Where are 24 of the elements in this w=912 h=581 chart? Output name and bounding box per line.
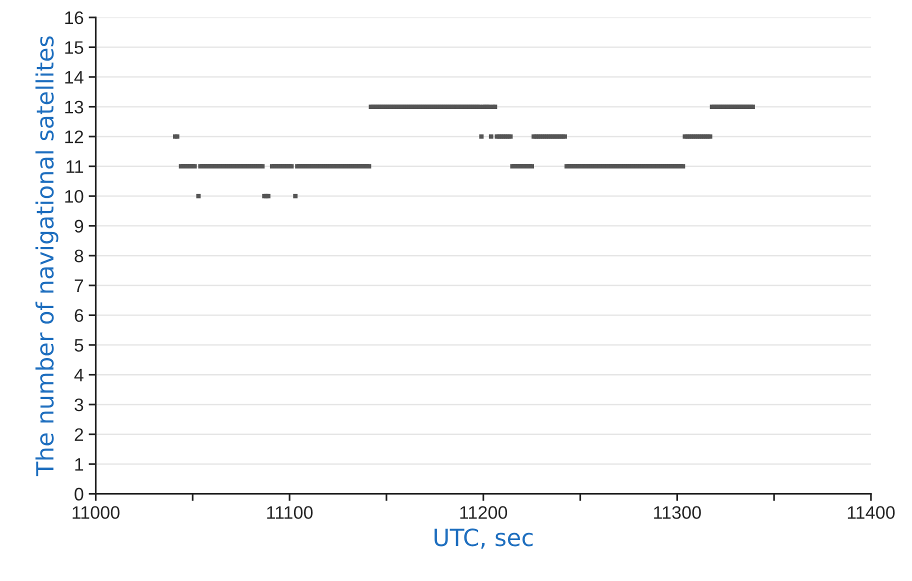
- x-tick-label: 11400: [848, 506, 895, 519]
- y-tick-label: 11: [66, 160, 84, 173]
- y-tick-label: 15: [65, 41, 84, 54]
- y-tick-label: 3: [74, 398, 84, 412]
- x-tick-label: 11200: [460, 506, 508, 519]
- y-tick-label: 9: [74, 220, 84, 233]
- y-tick-label: 2: [74, 428, 84, 441]
- y-tick-label: 10: [65, 190, 84, 203]
- x-tick-label: 11100: [267, 506, 313, 519]
- y-tick-label: 14: [65, 71, 84, 84]
- y-tick-label: 12: [65, 130, 84, 144]
- y-tick-label: 16: [65, 11, 84, 24]
- y-tick-label: 5: [74, 339, 84, 352]
- x-tick-label: 11000: [72, 506, 120, 519]
- y-tick-label: 6: [74, 309, 84, 322]
- y-tick-label: 0: [74, 488, 84, 501]
- y-tick-label: 7: [74, 280, 84, 292]
- y-tick-label: 1: [75, 458, 84, 471]
- x-axis-title: UTC, sec: [434, 528, 533, 549]
- y-tick-label: 13: [65, 100, 84, 114]
- y-tick-label: 8: [74, 250, 84, 262]
- x-tick-label: 11300: [654, 506, 701, 519]
- y-tick-label: 4: [74, 368, 84, 382]
- y-axis-title: The number of navigational satellites: [35, 36, 58, 476]
